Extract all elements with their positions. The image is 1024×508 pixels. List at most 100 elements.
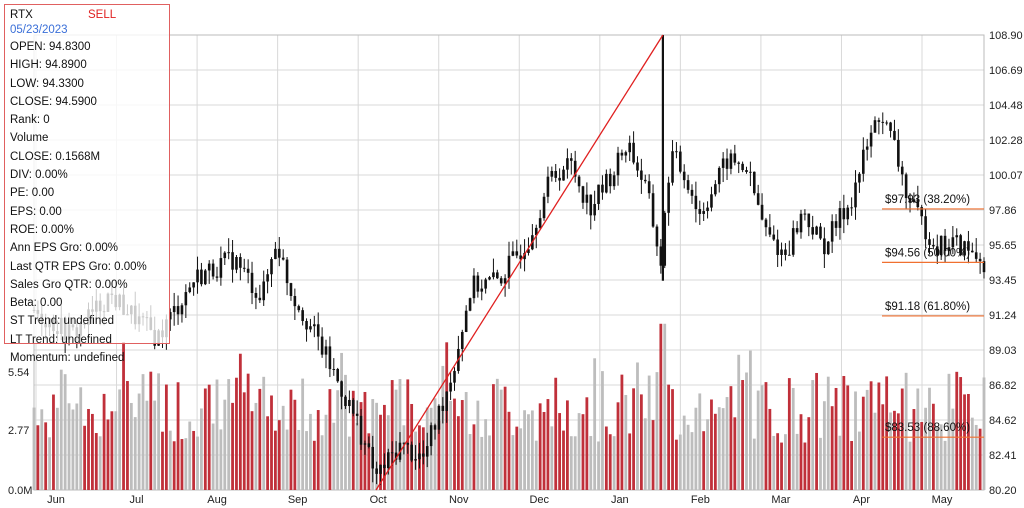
candle-body <box>558 177 561 181</box>
info-lines: OPEN: 94.8300 HIGH: 94.8900 LOW: 94.3300 CL… <box>10 38 169 367</box>
volume-bar <box>312 440 316 490</box>
volume-bar <box>293 399 297 490</box>
volume-bar <box>780 442 783 490</box>
candle-body <box>900 166 904 175</box>
candle-body <box>235 257 238 270</box>
volume-bar <box>180 439 184 490</box>
volume-bar <box>632 388 635 490</box>
candle-body <box>967 241 970 251</box>
volume-bar <box>566 400 569 490</box>
volume-bar <box>562 430 565 490</box>
candle-body <box>978 258 982 262</box>
fib-level-label: $91.18 (61.80%) <box>885 301 970 313</box>
volume-bar <box>748 350 752 490</box>
candle-body <box>215 276 219 278</box>
candle-body <box>258 297 262 301</box>
volume-bar <box>546 399 550 490</box>
candle-body <box>484 279 487 289</box>
volume-bar <box>238 353 242 490</box>
volume-bar <box>663 323 667 490</box>
volume-bar <box>951 408 955 490</box>
info-line: EPS: 0.00 <box>10 205 62 218</box>
price-tick-label: 91.24 <box>989 310 1017 322</box>
candle-body <box>749 171 752 173</box>
volume-bar <box>390 380 394 490</box>
candle-body <box>200 269 203 285</box>
month-tick-label: Jun <box>47 494 65 506</box>
candle-body <box>542 196 546 219</box>
volume-bar <box>690 432 694 490</box>
candle-body <box>620 152 624 156</box>
volume-bar <box>733 417 737 490</box>
candle-body <box>277 248 281 258</box>
volume-bar <box>784 434 787 490</box>
volume-bar <box>834 387 838 490</box>
volume-bar <box>168 430 172 490</box>
volume-bar <box>219 429 223 490</box>
candle-body <box>569 158 573 161</box>
volume-bar <box>464 392 468 490</box>
volume-bar <box>137 393 141 490</box>
candle-body <box>823 238 826 255</box>
candle-body <box>250 272 254 293</box>
volume-bar <box>133 417 137 490</box>
candle-body <box>468 298 472 311</box>
volume-bar <box>375 402 379 490</box>
candle-body <box>698 209 702 214</box>
candle-body <box>764 219 768 228</box>
candle-body <box>507 255 511 279</box>
candle-body <box>383 464 386 469</box>
month-tick-label: Aug <box>207 494 227 506</box>
volume-bar <box>573 436 577 490</box>
volume-bar <box>889 412 892 490</box>
volume-bar <box>772 435 776 490</box>
volume-bar <box>530 410 534 490</box>
volume-bar <box>379 414 382 490</box>
candle-body <box>348 399 351 407</box>
candle-body <box>515 251 519 256</box>
info-header: RTX SELL <box>10 8 169 22</box>
info-line: ROE: 0.00% <box>10 223 74 236</box>
volume-bar <box>624 394 628 490</box>
price-tick-label: 106.69 <box>989 65 1023 77</box>
volume-bar <box>604 426 608 490</box>
candle-body <box>706 207 709 212</box>
volume-bar <box>542 411 546 490</box>
candle-body <box>223 252 227 259</box>
volume-bar <box>145 400 149 490</box>
volume-bar <box>881 404 885 490</box>
candle-body <box>959 235 962 256</box>
candle-body <box>971 250 974 253</box>
volume-tick-label: 2.77 <box>8 425 29 437</box>
candle-body <box>850 207 853 209</box>
candle-body <box>659 246 663 266</box>
volume-bar <box>110 411 114 490</box>
volume-bar <box>710 399 713 490</box>
info-line: PE: 0.00 <box>10 187 55 200</box>
candle-body <box>390 452 394 454</box>
volume-bar <box>682 415 686 490</box>
candle-body <box>725 158 729 169</box>
candle-body <box>788 254 791 256</box>
volume-bar <box>87 408 90 490</box>
volume-bar <box>939 424 943 490</box>
candle-body <box>254 292 258 298</box>
candle-body <box>702 211 705 214</box>
candle-body <box>675 151 678 153</box>
volume-bar <box>344 374 347 490</box>
volume-bar <box>527 414 530 490</box>
fib-level-label: $97.93 (38.20%) <box>885 194 970 206</box>
volume-bar <box>807 417 811 490</box>
candle-body <box>721 158 725 168</box>
volume-bar <box>659 323 663 490</box>
volume-bar <box>554 377 558 490</box>
candle-body <box>344 396 347 407</box>
volume-bar <box>519 428 523 490</box>
volume-bar <box>367 433 371 490</box>
candle-body <box>916 199 920 208</box>
volume-bar <box>266 416 270 490</box>
candle-body <box>309 326 312 330</box>
candle-body <box>176 306 180 315</box>
volume-bar <box>316 410 320 490</box>
candle-body <box>889 122 892 131</box>
